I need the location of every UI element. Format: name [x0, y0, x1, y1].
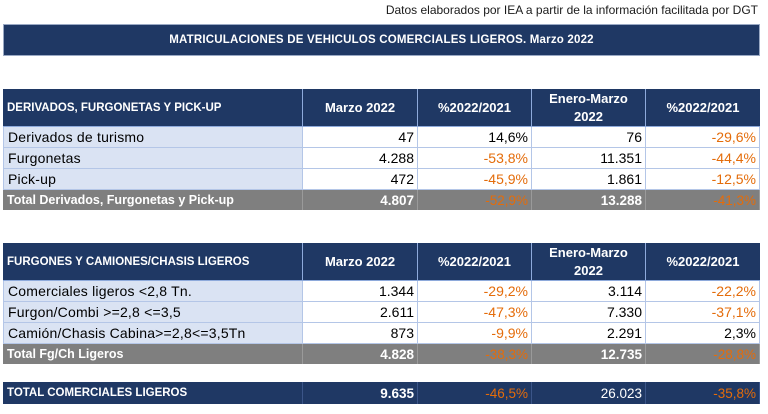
total-ytd-value: 13.288 — [532, 190, 646, 210]
total-month-change: -38,3% — [418, 344, 532, 364]
grand-total-label: TOTAL COMERCIALES LIGEROS — [3, 382, 303, 404]
header-ytd-line2: 2022 — [574, 108, 603, 124]
ytd-value: 3.114 — [532, 281, 646, 302]
header-month-change: %2022/2021 — [418, 89, 532, 127]
header-month-change: %2022/2021 — [418, 243, 532, 281]
month-change: 14,6% — [418, 127, 532, 148]
ytd-change: -29,6% — [646, 127, 760, 148]
ytd-value: 11.351 — [532, 148, 646, 169]
total-row: Total Derivados, Furgonetas y Pick-up 4.… — [3, 190, 760, 210]
header-ytd: Enero-Marzo 2022 — [532, 243, 646, 281]
header-month: Marzo 2022 — [303, 89, 418, 127]
total-label: Total Fg/Ch Ligeros — [3, 344, 303, 364]
month-change: -47,3% — [418, 302, 532, 323]
grand-total-row: TOTAL COMERCIALES LIGEROS 9.635 -46,5% 2… — [3, 382, 760, 404]
grand-total-ytd-value: 26.023 — [532, 382, 646, 404]
month-value: 47 — [303, 127, 418, 148]
row-label: Comerciales ligeros <2,8 Tn. — [3, 281, 303, 302]
total-ytd-change: -28,8% — [646, 344, 760, 364]
row-label: Camión/Chasis Cabina>=2,8<=3,5Tn — [3, 323, 303, 344]
table-furgones-camiones-chasis: FURGONES Y CAMIONES/CHASIS LIGEROS Marzo… — [3, 243, 760, 364]
grand-total-table: TOTAL COMERCIALES LIGEROS 9.635 -46,5% 2… — [3, 382, 760, 404]
header-month: Marzo 2022 — [303, 243, 418, 281]
header-category: FURGONES Y CAMIONES/CHASIS LIGEROS — [3, 243, 303, 281]
month-value: 2.611 — [303, 302, 418, 323]
ytd-change: -37,1% — [646, 302, 760, 323]
grand-total-month-change: -46,5% — [418, 382, 532, 404]
total-month-value: 4.828 — [303, 344, 418, 364]
header-ytd-line2: 2022 — [574, 262, 603, 278]
table-row: Pick-up 472 -45,9% 1.861 -12,5% — [3, 169, 760, 190]
table-header-row: DERIVADOS, FURGONETAS Y PICK-UP Marzo 20… — [3, 89, 760, 127]
table-row: Comerciales ligeros <2,8 Tn. 1.344 -29,2… — [3, 281, 760, 302]
header-ytd-line1: Enero-Marzo — [549, 244, 628, 260]
month-value: 472 — [303, 169, 418, 190]
month-value: 873 — [303, 323, 418, 344]
table-header-row: FURGONES Y CAMIONES/CHASIS LIGEROS Marzo… — [3, 243, 760, 281]
month-change: -53,8% — [418, 148, 532, 169]
row-label: Pick-up — [3, 169, 303, 190]
grand-total-ytd-change: -35,8% — [646, 382, 760, 404]
total-ytd-change: -41,3% — [646, 190, 760, 210]
header-ytd-change: %2022/2021 — [646, 243, 760, 281]
row-label: Furgon/Combi >=2,8 <=3,5 — [3, 302, 303, 323]
row-label: Derivados de turismo — [3, 127, 303, 148]
ytd-value: 7.330 — [532, 302, 646, 323]
source-note: Datos elaborados por IEA a partir de la … — [385, 3, 758, 17]
total-month-value: 4.807 — [303, 190, 418, 210]
ytd-change: -44,4% — [646, 148, 760, 169]
month-value: 1.344 — [303, 281, 418, 302]
month-change: -9,9% — [418, 323, 532, 344]
row-label: Furgonetas — [3, 148, 303, 169]
total-month-change: -52,9% — [418, 190, 532, 210]
month-change: -29,2% — [418, 281, 532, 302]
ytd-change: -22,2% — [646, 281, 760, 302]
table-row: Furgonetas 4.288 -53,8% 11.351 -44,4% — [3, 148, 760, 169]
ytd-change: -12,5% — [646, 169, 760, 190]
ytd-value: 2.291 — [532, 323, 646, 344]
month-change: -45,9% — [418, 169, 532, 190]
table-row: Furgon/Combi >=2,8 <=3,5 2.611 -47,3% 7.… — [3, 302, 760, 323]
ytd-value: 76 — [532, 127, 646, 148]
table-derivados-furgonetas-pickup: DERIVADOS, FURGONETAS Y PICK-UP Marzo 20… — [3, 89, 760, 210]
header-ytd-line1: Enero-Marzo — [549, 90, 628, 106]
report-title: MATRICULACIONES DE VEHICULOS COMERCIALES… — [3, 24, 760, 56]
table-row: Camión/Chasis Cabina>=2,8<=3,5Tn 873 -9,… — [3, 323, 760, 344]
total-ytd-value: 12.735 — [532, 344, 646, 364]
grand-total-month-value: 9.635 — [303, 382, 418, 404]
header-ytd-change: %2022/2021 — [646, 89, 760, 127]
month-value: 4.288 — [303, 148, 418, 169]
table-row: Derivados de turismo 47 14,6% 76 -29,6% — [3, 127, 760, 148]
ytd-value: 1.861 — [532, 169, 646, 190]
header-category: DERIVADOS, FURGONETAS Y PICK-UP — [3, 89, 303, 127]
header-ytd: Enero-Marzo 2022 — [532, 89, 646, 127]
ytd-change: 2,3% — [646, 323, 760, 344]
total-label: Total Derivados, Furgonetas y Pick-up — [3, 190, 303, 210]
total-row: Total Fg/Ch Ligeros 4.828 -38,3% 12.735 … — [3, 344, 760, 364]
